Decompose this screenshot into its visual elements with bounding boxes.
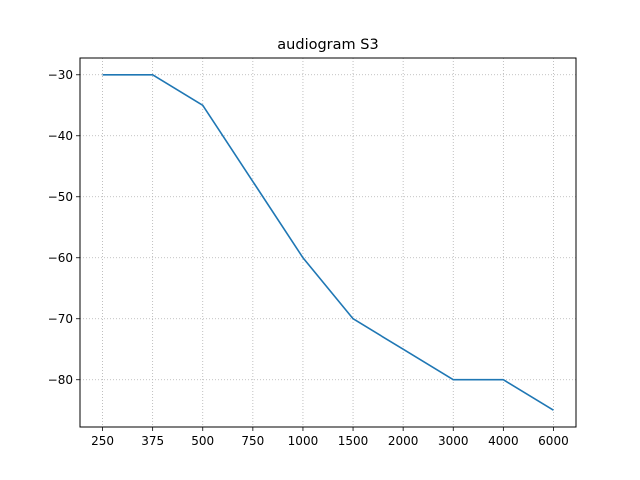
y-tick-label: −50 — [48, 190, 73, 204]
x-tick-label: 4000 — [488, 434, 519, 448]
x-tick-label: 250 — [91, 434, 114, 448]
x-tick-label: 6000 — [538, 434, 569, 448]
y-tick-label: −30 — [48, 68, 73, 82]
y-tick-label: −40 — [48, 129, 73, 143]
x-tick-label: 375 — [141, 434, 164, 448]
x-tick-label: 750 — [241, 434, 264, 448]
chart-title: audiogram S3 — [277, 37, 378, 53]
x-tick-label: 1500 — [338, 434, 369, 448]
y-tick-label: −80 — [48, 373, 73, 387]
y-axis: −30 −40 −50 −60 −70 −80 — [48, 68, 80, 387]
y-tick-label: −60 — [48, 251, 73, 265]
x-tick-label: 500 — [191, 434, 214, 448]
x-tick-label: 2000 — [388, 434, 419, 448]
y-tick-label: −70 — [48, 312, 73, 326]
x-tick-label: 1000 — [288, 434, 319, 448]
plot-frame — [79, 57, 577, 428]
series-layer — [102, 73, 554, 411]
x-axis: 250 375 500 750 1000 1500 2000 3000 4000 6000 — [91, 427, 569, 448]
x-tick-label: 3000 — [438, 434, 469, 448]
series-line — [102, 73, 554, 411]
